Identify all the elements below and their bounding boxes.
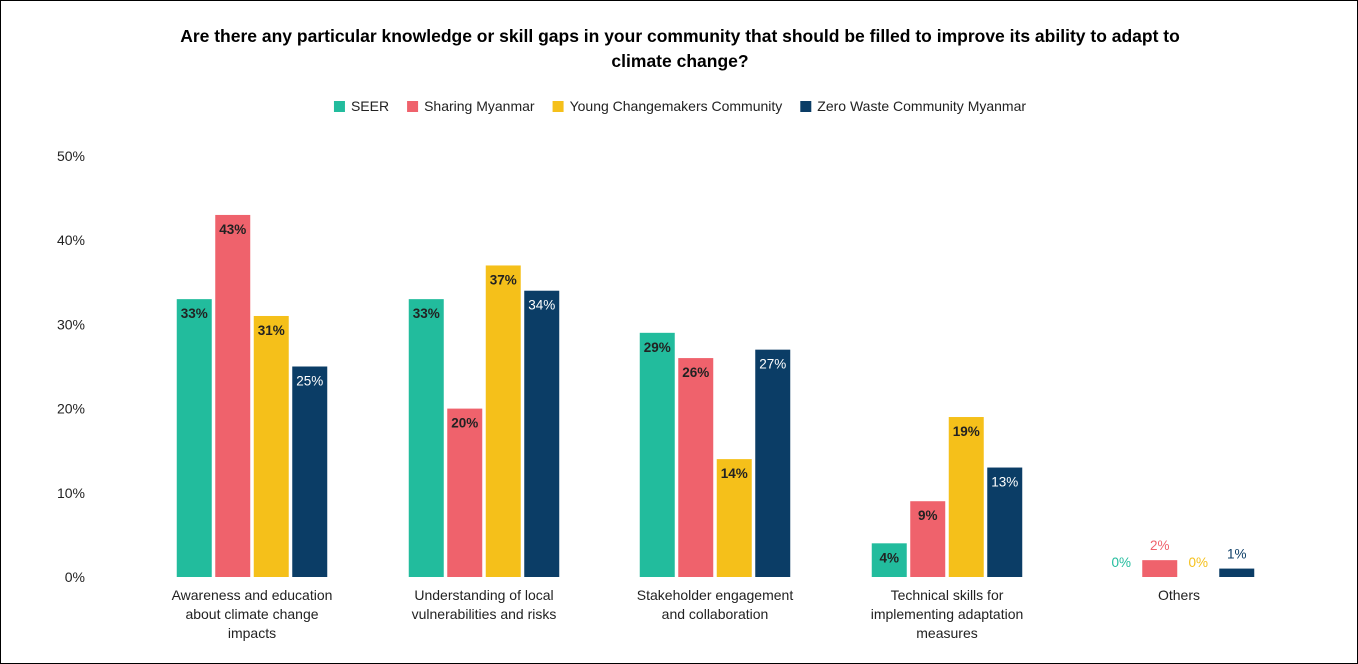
- bar: [292, 366, 328, 577]
- category-label: Stakeholder engagement and collaboration: [637, 587, 794, 622]
- data-label: 29%: [644, 340, 671, 355]
- legend-item: Zero Waste Community Myanmar: [800, 98, 1026, 114]
- bar: [678, 358, 714, 577]
- y-tick-label: 0%: [65, 569, 85, 585]
- category-label: Technical skills for implementing adaptat…: [871, 587, 1024, 641]
- bars: 33% 43% 31% 25% 33% 20% 37% 34% 29% 26% 14% 27% 4% 9%…: [176, 214, 1255, 577]
- bar: [987, 467, 1023, 577]
- data-label: 9%: [918, 508, 938, 523]
- bar: [1142, 560, 1178, 577]
- x-axis-categories: Awareness and education about climate cha…: [172, 587, 1200, 641]
- data-label: 1%: [1227, 547, 1247, 562]
- data-label: 13%: [991, 475, 1018, 490]
- legend-swatch: [552, 101, 564, 112]
- data-label: 33%: [181, 306, 208, 321]
- y-tick-label: 50%: [57, 148, 85, 164]
- bar: [716, 459, 752, 577]
- data-label: 25%: [296, 374, 323, 389]
- y-tick-label: 40%: [57, 232, 85, 248]
- legend-item: Sharing Myanmar: [407, 98, 535, 114]
- bar: [176, 299, 212, 577]
- chart-title-line-2: climate change?: [611, 51, 748, 71]
- legend-item: SEER: [333, 98, 389, 114]
- legend-swatch: [407, 101, 419, 112]
- bar: [524, 290, 560, 577]
- category-label: Understanding of local vulnerabilities an…: [412, 587, 557, 622]
- data-label: 43%: [219, 222, 246, 237]
- data-label: 37%: [490, 272, 517, 287]
- data-label: 20%: [451, 416, 478, 431]
- data-label: 0%: [1188, 555, 1208, 570]
- legend-label: Sharing Myanmar: [424, 98, 535, 114]
- bar: [639, 332, 675, 577]
- category-label: Awareness and education about climate cha…: [172, 587, 333, 641]
- data-label: 0%: [1111, 555, 1131, 570]
- data-label: 34%: [528, 298, 555, 313]
- bar: [871, 543, 907, 577]
- legend-label: Zero Waste Community Myanmar: [817, 98, 1026, 114]
- bar: [755, 349, 791, 577]
- bar: [447, 408, 483, 577]
- data-label: 14%: [721, 466, 748, 481]
- legend-label: Young Changemakers Community: [570, 98, 783, 114]
- bar: [948, 417, 984, 577]
- legend-label: SEER: [351, 98, 389, 114]
- y-tick-label: 10%: [57, 485, 85, 501]
- legend: SEER Sharing Myanmar Young Changemakers Co…: [333, 98, 1026, 114]
- bar: [408, 299, 444, 577]
- data-label: 19%: [953, 424, 980, 439]
- legend-swatch: [800, 101, 812, 112]
- category-label: Others: [1158, 587, 1200, 603]
- data-label: 27%: [759, 357, 786, 372]
- data-label: 2%: [1150, 538, 1170, 553]
- data-label: 33%: [413, 306, 440, 321]
- bar: [215, 214, 251, 577]
- y-tick-label: 30%: [57, 316, 85, 332]
- y-tick-label: 20%: [57, 401, 85, 417]
- data-label: 31%: [258, 323, 285, 338]
- bar: [485, 265, 521, 577]
- data-label: 26%: [682, 365, 709, 380]
- legend-item: Young Changemakers Community: [552, 98, 783, 114]
- chart-title-line-1: Are there any particular knowledge or sk…: [180, 26, 1180, 46]
- bar: [1219, 568, 1255, 577]
- bar: [910, 501, 946, 577]
- y-axis: 0% 10% 20% 30% 40% 50%: [57, 148, 85, 585]
- legend-swatch: [333, 101, 345, 112]
- data-label: 4%: [879, 550, 899, 565]
- bar: [253, 315, 289, 577]
